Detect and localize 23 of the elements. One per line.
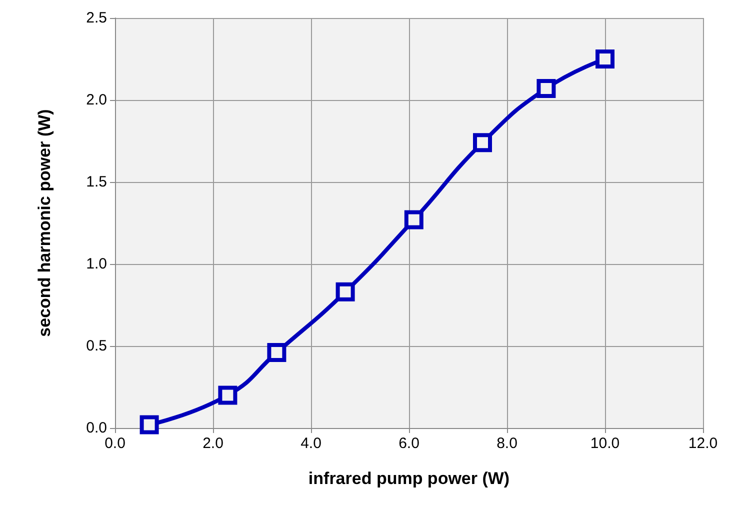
x-axis-title: infrared pump power (W) xyxy=(308,469,510,488)
x-tick-label: 0.0 xyxy=(104,435,126,452)
y-tick-label: 1.5 xyxy=(86,174,107,190)
x-tick-label: 2.0 xyxy=(202,435,224,452)
x-tick-label: 4.0 xyxy=(300,435,322,452)
point xyxy=(336,282,355,302)
point xyxy=(473,133,492,152)
y-tick-label: 0.5 xyxy=(86,338,107,354)
x-tick-label: 12.0 xyxy=(688,435,718,452)
y-tick-label: 2.0 xyxy=(86,92,107,108)
point xyxy=(218,386,238,405)
point xyxy=(404,210,424,230)
point xyxy=(140,415,159,434)
x-tick-label: 10.0 xyxy=(590,435,620,452)
y-tick-label: 0.0 xyxy=(86,420,107,436)
x-tick-label: 8.0 xyxy=(496,435,518,452)
point xyxy=(267,343,286,362)
x-tick-label: 6.0 xyxy=(398,435,420,452)
point xyxy=(536,79,556,98)
y-tick-label: 1.0 xyxy=(86,256,107,272)
y-tick-label: 2.5 xyxy=(86,10,107,26)
y-axis-title: second harmonic power (W) xyxy=(35,109,54,337)
point xyxy=(596,50,614,68)
